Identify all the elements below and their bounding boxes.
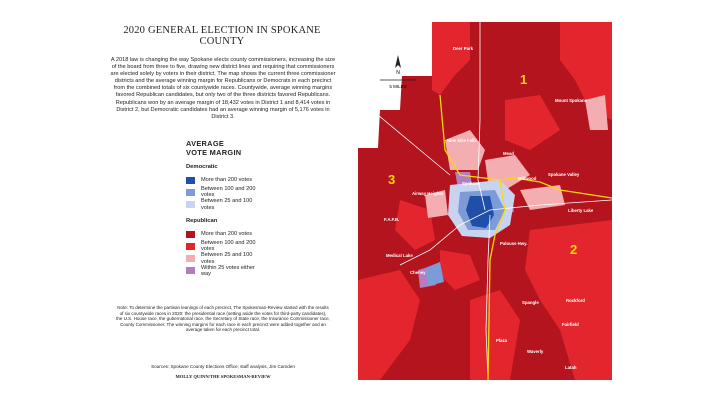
legend-item: More than 200 votes xyxy=(186,174,336,186)
note: Note: To determine the partisan leanings… xyxy=(116,305,330,333)
place: Nine Mile Falls xyxy=(447,138,477,143)
legend: AVERAGE VOTE MARGIN Democratic More than … xyxy=(186,139,336,277)
place: Airway Heights xyxy=(412,191,444,196)
legend-label: More than 200 votes xyxy=(201,176,252,183)
legend-swatch xyxy=(186,267,195,275)
place: Palouse Hwy. xyxy=(500,241,527,246)
place: Spokane Valley xyxy=(548,172,580,177)
legend-item: Between 25 and 100 votes xyxy=(186,252,336,265)
legend-label: Between 100 and 200 votes xyxy=(201,239,256,253)
scale-label: 5 MILES xyxy=(389,84,406,89)
legend-swatch xyxy=(186,242,195,250)
legend-swatch xyxy=(186,255,195,263)
place: Waverly xyxy=(527,349,544,354)
place: Millwood xyxy=(518,176,537,181)
north: N xyxy=(396,70,400,76)
district-number: 1 xyxy=(520,72,527,87)
sources: Sources: Spokane County Elections Office… xyxy=(151,364,295,369)
legend-swatch xyxy=(186,188,195,196)
legend-group-title: Republican xyxy=(186,217,218,224)
place: Deer Park xyxy=(453,46,474,51)
legend-title: VOTE MARGIN xyxy=(186,147,242,157)
place: Spokane xyxy=(462,181,481,186)
scale: N 5 MILES xyxy=(380,55,416,89)
legend-groups: Democratic More than 200 votes Between 100… xyxy=(186,164,336,277)
legend-label: Between 25 and 100 votes xyxy=(201,198,253,211)
place: Plaza xyxy=(496,338,508,343)
district-number: 3 xyxy=(388,172,395,187)
place: Spangle xyxy=(522,300,539,305)
legend-swatch xyxy=(186,230,195,238)
place: Mount Spokane xyxy=(555,98,588,103)
intro-text: A 2018 law is changing the way Spokane e… xyxy=(110,57,336,120)
legend-item: More than 200 votes xyxy=(186,228,336,240)
legend-item: Between 25 and 100 votes xyxy=(186,198,336,211)
legend-item: Within 25 votes either way xyxy=(186,265,336,277)
credit: MOLLY QUINN/THE SPOKESMAN-REVIEW xyxy=(175,374,271,379)
place: Mead xyxy=(503,151,514,156)
place: F.A.F.B. xyxy=(384,217,399,222)
roads xyxy=(371,22,613,381)
place: Fairfield xyxy=(562,322,579,327)
legend-swatch xyxy=(186,176,195,184)
place: Medical Lake xyxy=(386,253,413,258)
place: Cheney xyxy=(410,270,426,275)
place-labels: Deer Park Mount Spokane Nine Mile Falls … xyxy=(384,46,594,370)
place: Rockford xyxy=(566,298,585,303)
legend-label: Between 100 and 200 votes xyxy=(201,186,256,199)
legend-group-title: Democratic xyxy=(186,164,218,170)
title: 2020 GENERAL ELECTION IN SPOKANE COUNTY xyxy=(123,25,321,47)
place: Liberty Lake xyxy=(568,208,594,213)
district-number: 2 xyxy=(570,242,577,257)
legend-title: AVERAGE xyxy=(186,139,225,148)
place: Latah xyxy=(565,365,577,370)
legend-label: Within 25 votes either way xyxy=(201,264,255,277)
district-lines xyxy=(439,94,613,381)
legend-item: Between 100 and 200 votes xyxy=(186,186,336,198)
legend-label: More than 200 votes xyxy=(201,230,252,237)
legend-label: Between 25 and 100 votes xyxy=(201,252,253,265)
legend-item: Between 100 and 200 votes xyxy=(186,240,336,252)
precincts-r-mid xyxy=(358,22,612,380)
legend-swatch xyxy=(186,201,195,209)
